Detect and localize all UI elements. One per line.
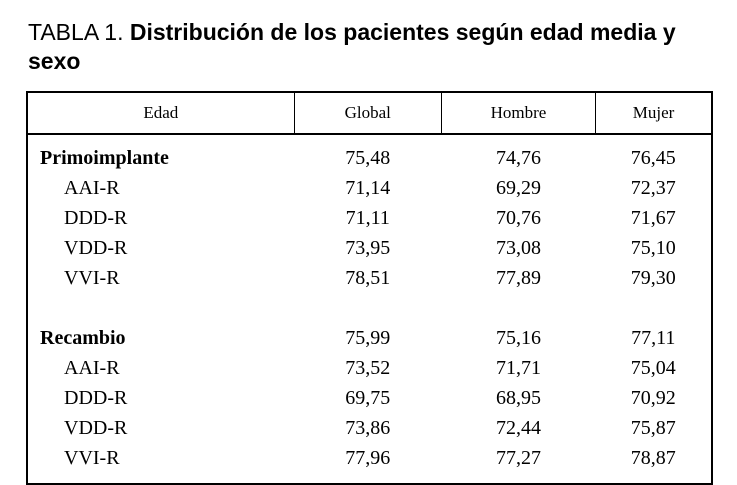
table-title-text: Distribución de los pacientes según edad… bbox=[28, 19, 676, 75]
hombre-value: 72,44 bbox=[495, 416, 541, 439]
mujer-value: 78,87 bbox=[630, 446, 676, 469]
global-value: 73,52 bbox=[345, 356, 391, 379]
row-label: VVI-R bbox=[64, 446, 120, 469]
table-row: Recambio 75,99 75,16 77,11 bbox=[27, 323, 712, 353]
row-label: AAI-R bbox=[64, 176, 120, 199]
global-value: 71,11 bbox=[345, 206, 390, 229]
table-row: Primoimplante 75,48 74,76 76,45 bbox=[27, 134, 712, 173]
table-row: VVI-R 77,96 77,27 78,87 bbox=[27, 443, 712, 484]
table-row: DDD-R 69,75 68,95 70,92 bbox=[27, 383, 712, 413]
hombre-value: 69,29 bbox=[495, 176, 541, 199]
column-header-mujer: Mujer bbox=[595, 91, 712, 135]
row-label: VDD-R bbox=[64, 236, 128, 259]
row-label: VDD-R bbox=[64, 416, 128, 439]
mujer-value: 72,37 bbox=[630, 176, 676, 199]
row-label: AAI-R bbox=[64, 356, 120, 379]
hombre-value: 75,16 bbox=[495, 326, 541, 349]
row-label: DDD-R bbox=[64, 206, 128, 229]
hombre-value: 73,08 bbox=[495, 236, 541, 259]
mujer-value: 70,92 bbox=[630, 386, 676, 409]
row-label: VVI-R bbox=[64, 266, 120, 289]
table-body: Primoimplante 75,48 74,76 76,45 AAI-R 71… bbox=[27, 134, 712, 484]
table-row: VDD-R 73,95 73,08 75,10 bbox=[27, 233, 712, 263]
column-header-hombre: Hombre bbox=[440, 91, 596, 135]
hombre-value: 70,76 bbox=[495, 206, 541, 229]
global-value: 75,99 bbox=[345, 326, 391, 349]
mujer-value: 75,04 bbox=[630, 356, 676, 379]
mujer-value: 75,87 bbox=[630, 416, 676, 439]
mujer-value: 71,67 bbox=[630, 206, 676, 229]
hombre-value: 77,27 bbox=[495, 446, 541, 469]
spacer-row bbox=[27, 293, 712, 323]
global-value: 69,75 bbox=[345, 386, 391, 409]
table-row: AAI-R 73,52 71,71 75,04 bbox=[27, 353, 712, 383]
hombre-value: 77,89 bbox=[495, 266, 541, 289]
mujer-value: 75,10 bbox=[630, 236, 676, 259]
global-value: 73,86 bbox=[345, 416, 391, 439]
hombre-value: 68,95 bbox=[495, 386, 541, 409]
mujer-value: 79,30 bbox=[630, 266, 676, 289]
mujer-value: 77,11 bbox=[631, 326, 676, 349]
table-row: VDD-R 73,86 72,44 75,87 bbox=[27, 413, 712, 443]
global-value: 77,96 bbox=[345, 446, 391, 469]
table-row: DDD-R 71,11 70,76 71,67 bbox=[27, 203, 712, 233]
mujer-value: 76,45 bbox=[630, 146, 676, 169]
global-value: 75,48 bbox=[345, 146, 391, 169]
table-row: VVI-R 78,51 77,89 79,30 bbox=[27, 263, 712, 293]
global-value: 71,14 bbox=[345, 176, 391, 199]
global-value: 78,51 bbox=[345, 266, 391, 289]
row-label: Primoimplante bbox=[40, 146, 169, 169]
global-value: 73,95 bbox=[345, 236, 391, 259]
hombre-value: 74,76 bbox=[495, 146, 541, 169]
page-title: TABLA 1. Distribución de los pacientes s… bbox=[28, 18, 713, 77]
patients-distribution-table: Edad Global Hombre Mujer Primoimplante 7… bbox=[26, 90, 713, 485]
table-header: Edad Global Hombre Mujer bbox=[27, 91, 712, 135]
column-header-global: Global bbox=[293, 91, 442, 135]
table-row: AAI-R 71,14 69,29 72,37 bbox=[27, 173, 712, 203]
table-number-label: TABLA 1. bbox=[28, 19, 124, 45]
header-row: Edad Global Hombre Mujer bbox=[27, 91, 712, 135]
row-label: Recambio bbox=[40, 326, 126, 349]
column-header-edad: Edad bbox=[27, 91, 295, 135]
hombre-value: 71,71 bbox=[495, 356, 541, 379]
row-label: DDD-R bbox=[64, 386, 128, 409]
